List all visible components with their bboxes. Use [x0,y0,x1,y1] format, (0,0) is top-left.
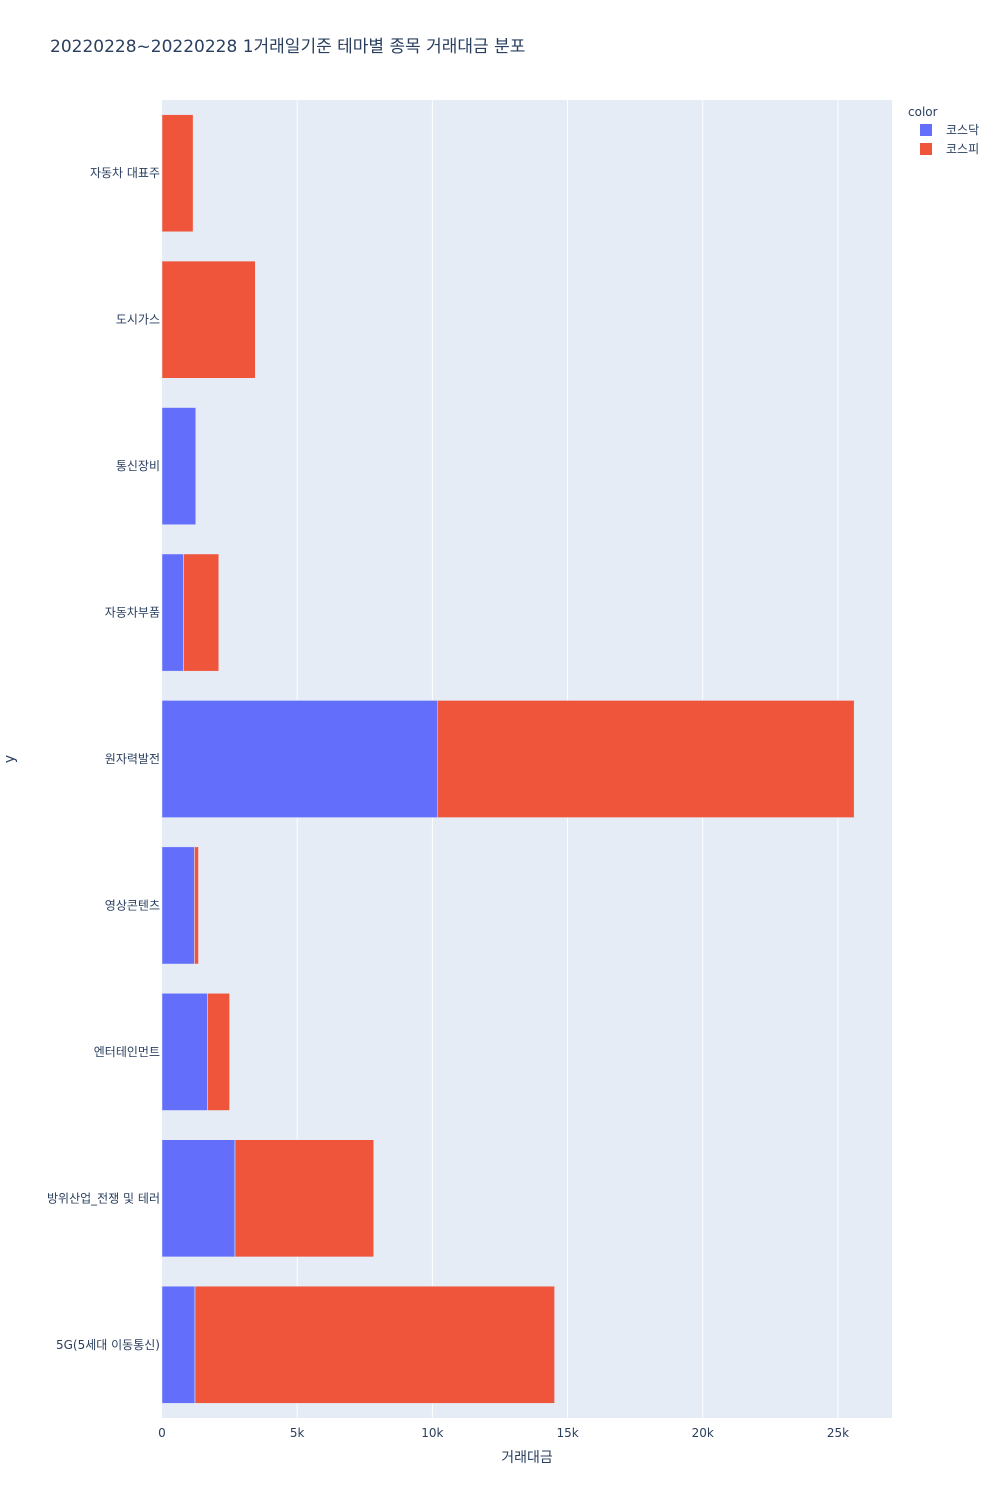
bar-코스닥[interactable] [161,700,439,818]
y-tick-label: 5G(5세대 이동통신) [56,1338,160,1352]
legend-title: color [908,105,938,119]
legend-label[interactable]: 코스피 [946,142,979,156]
bar-코스피[interactable] [207,993,230,1111]
bar-코스닥[interactable] [161,1139,236,1258]
bar-코스피[interactable] [183,553,220,672]
legend-swatch[interactable] [920,124,932,136]
bar-코스닥[interactable] [161,993,208,1111]
y-tick-labels: 자동차 대표주도시가스통신장비자동차부품원자력발전영상콘텐츠엔터테인먼트방위산업… [47,166,160,1352]
legend-swatch[interactable] [920,143,932,155]
bar-코스닥[interactable] [161,1285,196,1404]
bar-코스피[interactable] [437,700,855,818]
bar-코스피[interactable] [161,114,194,233]
y-axis-title: y [2,755,18,763]
y-tick-label: 원자력발전 [105,752,160,766]
x-tick-label: 15k [556,1426,578,1440]
legend-label[interactable]: 코스닥 [946,123,979,137]
x-tick-label: 25k [827,1426,849,1440]
y-tick-label: 방위산업_전쟁 및 테러 [47,1191,160,1205]
bar-코스닥[interactable] [161,553,184,672]
x-axis-title: 거래대금 [501,1450,553,1466]
chart-title: 20220228~20220228 1거래일기준 테마별 종목 거래대금 분포 [50,37,526,57]
y-tick-label: 영상콘텐츠 [105,898,160,912]
x-tick-label: 10k [421,1426,443,1440]
bar-코스피[interactable] [194,846,199,965]
bar-코스피[interactable] [194,1285,555,1404]
y-tick-label: 도시가스 [116,313,160,327]
y-tick-label: 엔터테인먼트 [94,1045,160,1059]
x-tick-label: 20k [692,1426,714,1440]
y-tick-label: 자동차 대표주 [90,166,160,180]
y-tick-label: 통신장비 [116,459,160,473]
bar-코스피[interactable] [234,1139,374,1258]
x-tick-label: 5k [290,1426,305,1440]
x-tick-labels: 0 5k 10k 15k 20k 25k [158,1426,849,1440]
y-tick-label: 자동차부품 [105,606,160,620]
x-tick-label: 0 [158,1426,166,1440]
bar-코스피[interactable] [161,260,256,379]
bars [161,114,855,1404]
bar-코스닥[interactable] [161,846,195,965]
bar-코스닥[interactable] [161,407,197,525]
